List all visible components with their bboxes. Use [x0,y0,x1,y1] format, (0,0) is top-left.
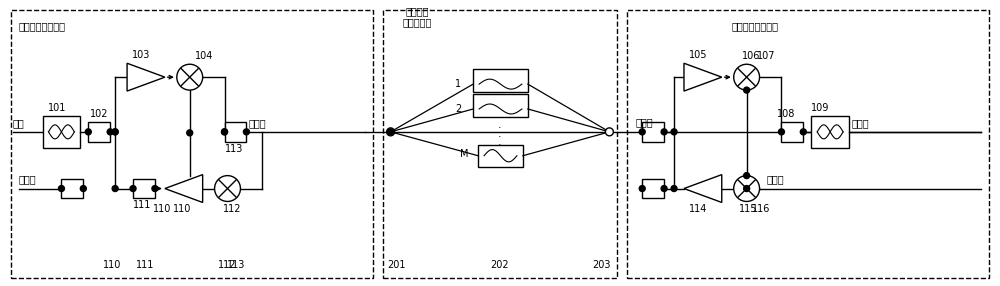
Text: 110: 110 [173,204,191,214]
Text: 104: 104 [195,51,213,61]
Bar [642,122,664,142]
Text: 103: 103 [132,50,150,60]
Bar [43,116,80,148]
Text: 201: 201 [388,260,406,270]
Text: 101: 101 [48,103,66,113]
Circle shape [661,186,667,192]
Circle shape [661,129,667,135]
Text: 1: 1 [455,79,461,89]
Text: 2: 2 [455,104,461,114]
Text: 102: 102 [90,109,109,119]
Circle shape [152,186,158,192]
Circle shape [215,176,240,201]
Bar [642,178,664,198]
Text: 113: 113 [227,260,245,270]
Text: 115: 115 [739,204,757,214]
Circle shape [671,129,677,135]
Polygon shape [684,63,722,91]
Text: 109: 109 [811,103,830,113]
Circle shape [744,173,750,178]
Circle shape [112,186,118,192]
Text: 二级变频收发单元: 二级变频收发单元 [732,21,779,31]
Circle shape [112,129,118,135]
Circle shape [639,129,645,135]
Text: 二中频: 二中频 [851,118,869,128]
Text: 射频: 射频 [13,118,24,128]
Text: 106: 106 [742,51,760,61]
Text: 113: 113 [225,144,243,154]
Text: 114: 114 [689,204,707,214]
Polygon shape [684,175,722,202]
Bar [811,116,849,148]
Circle shape [778,129,784,135]
Bar [61,178,83,198]
Circle shape [387,128,395,136]
Circle shape [243,129,249,135]
Bar [225,122,246,142]
Circle shape [744,87,750,93]
Circle shape [187,130,193,136]
Bar [473,69,528,92]
Bar [473,94,528,117]
Circle shape [671,186,677,192]
Text: 116: 116 [752,204,770,214]
Circle shape [85,129,91,135]
Circle shape [222,129,228,135]
Text: 112: 112 [218,260,236,270]
Text: 一级变频收发单元: 一级变频收发单元 [19,21,66,31]
Text: ·
·
·: · · · [498,124,502,150]
Text: 多路开关
滤波器模块: 多路开关 滤波器模块 [403,6,432,27]
Circle shape [222,129,228,135]
Bar [478,145,523,167]
Text: 111: 111 [133,200,151,210]
Text: 110: 110 [153,204,171,214]
Text: 108: 108 [776,109,795,119]
Text: 一中频: 一中频 [248,118,266,128]
Polygon shape [127,63,165,91]
Text: 111: 111 [136,260,154,270]
Bar [133,178,155,198]
Bar [781,122,803,142]
Text: 105: 105 [689,50,707,60]
Polygon shape [165,175,203,202]
Bar [627,9,989,278]
Text: 112: 112 [223,204,241,214]
Circle shape [744,186,750,192]
Text: 一中频: 一中频 [635,117,653,127]
Text: 一本振: 一本振 [19,174,36,184]
Circle shape [107,129,113,135]
Text: 202: 202 [490,260,509,270]
Text: M: M [460,149,469,159]
Circle shape [605,128,613,136]
Bar [383,9,617,278]
Text: 二本振: 二本振 [767,174,784,184]
Text: 107: 107 [757,51,775,61]
Circle shape [58,186,64,192]
Circle shape [639,186,645,192]
Circle shape [734,64,760,90]
Bar [88,122,110,142]
Text: 203: 203 [592,260,611,270]
Circle shape [388,129,394,135]
Circle shape [112,129,118,135]
Circle shape [800,129,806,135]
Circle shape [734,176,760,201]
Circle shape [80,186,86,192]
Circle shape [130,186,136,192]
Text: 110: 110 [103,260,122,270]
Circle shape [177,64,203,90]
Bar [11,9,373,278]
